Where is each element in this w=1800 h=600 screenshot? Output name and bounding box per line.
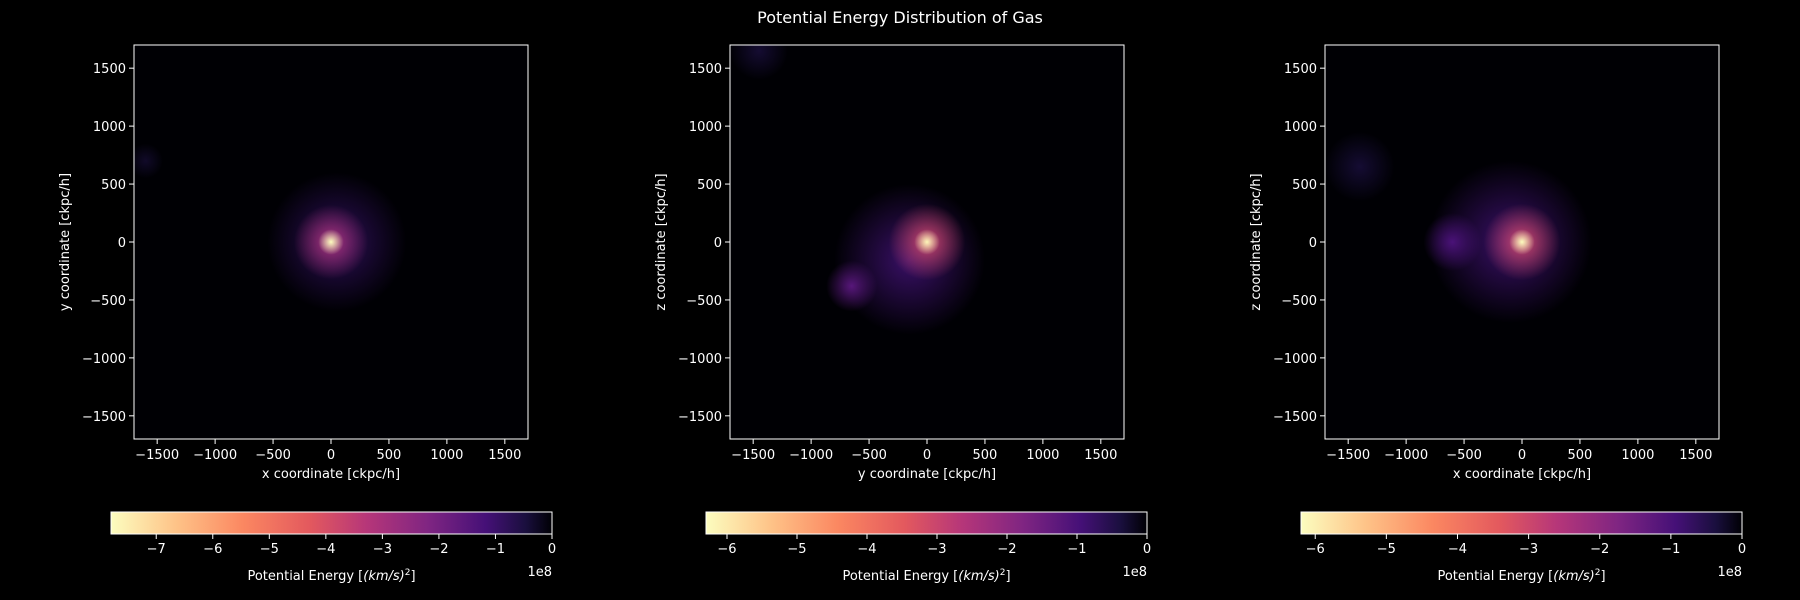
colorbar-tick-label: −4: [316, 542, 335, 557]
y-tick-label: −1500: [678, 410, 722, 425]
y-tick-label: 0: [714, 236, 722, 251]
y-tick-label: 500: [1292, 178, 1317, 193]
colorbar-gradient: [110, 511, 553, 535]
y-tick-label: 1000: [1284, 120, 1317, 135]
x-tick-label: −1500: [731, 448, 775, 463]
density-blob: [826, 260, 878, 312]
colorbar-tick-label: −5: [260, 542, 279, 557]
x-tick-label: 1000: [1026, 448, 1059, 463]
y-tick-label: 0: [1309, 236, 1317, 251]
y-axis-label: y coordinate [ckpc/h]: [58, 173, 73, 311]
colorbar-tick-label: −3: [927, 542, 946, 557]
panel-2: −1500 −1000 −500 0 500 1000 1500−1500−1000−500…: [654, 44, 1151, 584]
y-axis-label: z coordinate [ckpc/h]: [654, 173, 669, 310]
colorbar-tick-label: −7: [147, 542, 166, 557]
x-tick-label: 1000: [1621, 448, 1654, 463]
x-axis-label: x coordinate [ckpc/h]: [1453, 467, 1591, 482]
colorbar-label: Potential Energy [(km/s)2]: [1437, 568, 1605, 584]
colorbar-tick-label: −5: [1377, 542, 1396, 557]
y-tick-label: 1000: [689, 120, 722, 135]
colorbar-tick-label: −6: [717, 542, 736, 557]
colorbar-tick-label: −2: [1590, 542, 1609, 557]
x-tick-label: 1000: [430, 448, 463, 463]
colorbar-tick-label: −6: [203, 542, 222, 557]
x-tick-label: −500: [851, 448, 887, 463]
y-tick-label: −500: [90, 294, 126, 309]
density-blob: [1509, 229, 1535, 255]
colorbar-tick-label: −3: [373, 542, 392, 557]
colorbar: −6 −5 −4 −3 −2 −1 0 1e8 Potential Energy [(km/s)…: [1300, 511, 1746, 584]
heatmap-image: [730, 45, 985, 335]
y-tick-label: −500: [686, 294, 722, 309]
y-tick-label: 0: [118, 236, 126, 251]
colorbar-tick-label: −5: [787, 542, 806, 557]
colorbar-tick-label: 0: [1143, 542, 1151, 557]
colorbar: −7 −6 −5 −4 −3 −2 −1 0 1e8 Potential Energy [(km/…: [110, 511, 556, 584]
density-blob: [134, 143, 163, 179]
colorbar-tick-label: −6: [1306, 542, 1325, 557]
colorbar-tick-label: −1: [1661, 542, 1680, 557]
colorbar-tick-label: −4: [1448, 542, 1467, 557]
x-tick-label: 1500: [1679, 448, 1712, 463]
x-axis-label: x coordinate [ckpc/h]: [262, 467, 400, 482]
colorbar-gradient: [705, 511, 1148, 535]
colorbar-multiplier: 1e8: [1717, 565, 1742, 580]
x-tick-label: −1000: [1384, 448, 1428, 463]
y-tick-label: −1500: [1273, 410, 1317, 425]
colorbar-tick-label: −1: [486, 542, 505, 557]
panel-3: −1500 −1000 −500 0 500 1000 1500−1500−1000−500…: [1249, 44, 1746, 584]
x-tick-label: −1000: [193, 448, 237, 463]
x-tick-label: 1500: [1084, 448, 1117, 463]
x-tick-label: 1500: [488, 448, 521, 463]
x-axis-label: y coordinate [ckpc/h]: [858, 467, 996, 482]
y-tick-label: 1000: [93, 120, 126, 135]
y-tick-label: 1500: [93, 62, 126, 77]
colorbar: −6 −5 −4 −3 −2 −1 0 1e8 Potential Energy [(km/s)…: [705, 511, 1151, 584]
x-tick-label: 500: [973, 448, 998, 463]
y-tick-label: −1000: [1273, 352, 1317, 367]
density-blob: [318, 229, 344, 255]
colorbar-label: Potential Energy [(km/s)2]: [247, 568, 415, 584]
heatmap-image: [134, 143, 407, 312]
y-tick-label: 1500: [1284, 62, 1317, 77]
y-axis-label: z coordinate [ckpc/h]: [1249, 173, 1264, 310]
density-blob: [1325, 131, 1395, 202]
density-blob: [1423, 213, 1482, 271]
density-blob: [914, 229, 940, 255]
x-tick-label: 500: [377, 448, 402, 463]
x-tick-label: −1500: [1326, 448, 1370, 463]
x-tick-label: −500: [255, 448, 291, 463]
density-blob: [730, 45, 788, 80]
colorbar-tick-label: −2: [997, 542, 1016, 557]
x-tick-label: 0: [923, 448, 931, 463]
x-tick-label: 500: [1568, 448, 1593, 463]
x-tick-label: 0: [327, 448, 335, 463]
x-tick-label: −1000: [789, 448, 833, 463]
colorbar-tick-label: −1: [1067, 542, 1086, 557]
x-tick-label: 0: [1518, 448, 1526, 463]
colorbar-label: Potential Energy [(km/s)2]: [842, 568, 1010, 584]
y-tick-label: 1500: [689, 62, 722, 77]
y-tick-label: −1000: [678, 352, 722, 367]
x-tick-label: −1500: [135, 448, 179, 463]
y-tick-label: 500: [101, 178, 126, 193]
y-tick-label: −1500: [82, 410, 126, 425]
figure-title: Potential Energy Distribution of Gas: [757, 8, 1043, 27]
panel-1: −1500 −1000 −500 0 500 1000 1500−1500−1000−500…: [58, 44, 556, 584]
colorbar-tick-label: −3: [1519, 542, 1538, 557]
colorbar-tick-label: −2: [429, 542, 448, 557]
y-tick-label: −1000: [82, 352, 126, 367]
colorbar-tick-label: 0: [1738, 542, 1746, 557]
heatmap-image: [1325, 131, 1592, 324]
colorbar-multiplier: 1e8: [1122, 565, 1147, 580]
y-tick-label: 500: [697, 178, 722, 193]
colorbar-tick-label: −4: [857, 542, 876, 557]
colorbar-tick-label: 0: [548, 542, 556, 557]
colorbar-multiplier: 1e8: [527, 565, 552, 580]
y-tick-label: −500: [1281, 294, 1317, 309]
x-tick-label: −500: [1446, 448, 1482, 463]
colorbar-gradient: [1300, 511, 1743, 535]
